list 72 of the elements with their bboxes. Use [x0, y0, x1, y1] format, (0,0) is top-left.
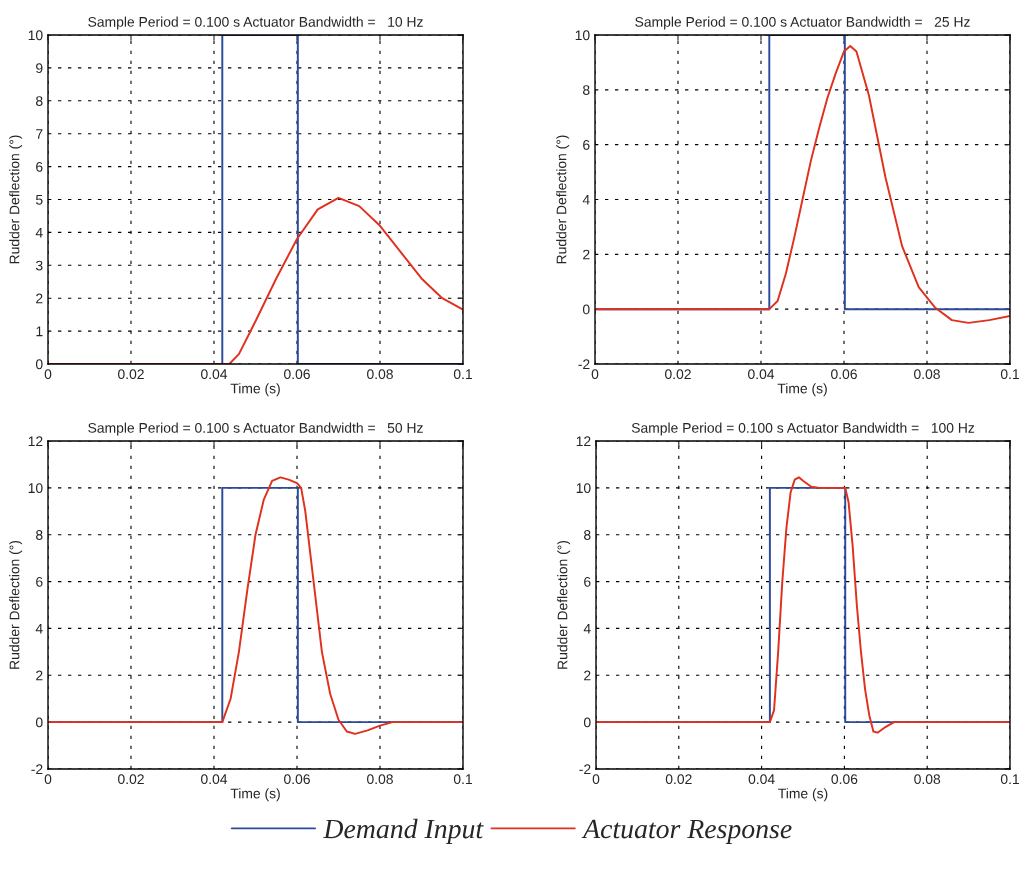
y-axis-title: Rudder Deflection (°)	[9, 135, 23, 264]
x-tick-label: 0	[44, 774, 52, 785]
x-tick-label: 0.04	[748, 369, 775, 380]
x-tick-label: 0.08	[367, 369, 393, 380]
x-tick-label: 0.08	[367, 774, 393, 785]
y-tick-label: 7	[36, 129, 43, 139]
y-tick-label: 2	[36, 293, 43, 304]
y-tick-label: 6	[583, 140, 590, 150]
y-tick-label: 8	[583, 85, 590, 95]
x-tick-label: 0.06	[284, 774, 310, 785]
y-tick-label: 8	[36, 96, 43, 106]
x-tick-label: 0.1	[453, 369, 472, 380]
y-tick-label: 6	[36, 576, 43, 587]
y-tick-label: 4	[583, 623, 591, 634]
y-tick-label: 2	[583, 249, 590, 260]
x-axis-title: Time (s)	[230, 788, 280, 802]
y-axis-title: Rudder Deflection (°)	[9, 540, 23, 669]
x-axis-title: Time (s)	[230, 383, 280, 397]
y-tick-label: 3	[35, 260, 43, 271]
x-axis-title: Time (s)	[777, 383, 827, 397]
y-axis-title: Rudder Deflection (°)	[557, 540, 571, 669]
x-tick-label: 0	[592, 774, 600, 785]
y-tick-label: 10	[28, 483, 43, 494]
x-tick-label: 0	[591, 369, 599, 380]
x-tick-label: 0.04	[748, 774, 775, 785]
y-tick-label: 4	[582, 194, 590, 205]
y-tick-label: 10	[28, 30, 43, 41]
y-tick-label: 10	[575, 30, 590, 41]
legend-label: Demand Input	[323, 818, 484, 844]
y-tick-label: 6	[36, 161, 43, 172]
y-tick-label: 6	[584, 576, 591, 587]
y-tick-label: 10	[576, 483, 591, 494]
y-tick-label: 2	[36, 670, 43, 681]
y-tick-label: 2	[584, 670, 591, 681]
y-tick-label: 12	[576, 436, 591, 447]
y-tick-label: 0	[35, 717, 43, 728]
chart-title: Sample Period = 0.100 s Actuator Bandwidth = 25 Hz	[635, 16, 970, 30]
x-tick-label: 0.02	[665, 774, 692, 785]
x-tick-label: 0.1	[1000, 369, 1019, 380]
x-tick-label: 0.02	[118, 774, 144, 785]
chart-title: Sample Period = 0.100 s Actuator Bandwidth = 100 Hz	[631, 422, 975, 436]
chart-title: Sample Period = 0.100 s Actuator Bandwidth = 10 Hz	[88, 16, 423, 30]
y-tick-label: 8	[36, 530, 43, 540]
y-tick-label: 0	[582, 304, 590, 315]
y-tick-label: 4	[35, 227, 43, 238]
y-tick-label: -2	[579, 764, 591, 775]
chart-title: Sample Period = 0.100 s Actuator Bandwidth = 50 Hz	[88, 422, 423, 436]
legend-label: Actuator Response	[581, 819, 792, 844]
x-tick-label: 0.02	[665, 369, 691, 380]
x-tick-label: 0.02	[118, 369, 144, 380]
y-tick-label: 8	[584, 530, 591, 540]
x-tick-label: 0.08	[914, 774, 941, 785]
y-tick-label: 1	[36, 326, 43, 337]
y-tick-label: 4	[35, 623, 43, 634]
x-tick-label: 0.04	[201, 369, 228, 380]
x-tick-label: 0	[44, 369, 52, 380]
x-tick-label: 0.04	[201, 774, 228, 785]
y-tick-label: -2	[578, 359, 590, 370]
x-tick-label: 0.06	[831, 774, 858, 785]
y-tick-label: 12	[28, 436, 43, 447]
x-tick-label: 0.06	[831, 369, 857, 380]
x-tick-label: 0.06	[284, 369, 310, 380]
x-tick-label: 0.1	[1000, 774, 1019, 785]
y-tick-label: 0	[35, 359, 43, 370]
y-tick-label: 0	[583, 717, 591, 728]
x-axis-title: Time (s)	[778, 788, 828, 802]
x-tick-label: 0.1	[453, 774, 472, 785]
y-tick-label: -2	[31, 764, 43, 775]
x-tick-label: 0.08	[914, 369, 940, 380]
y-tick-label: 9	[36, 63, 43, 74]
y-tick-label: 5	[35, 194, 43, 205]
y-axis-title: Rudder Deflection (°)	[556, 135, 570, 264]
